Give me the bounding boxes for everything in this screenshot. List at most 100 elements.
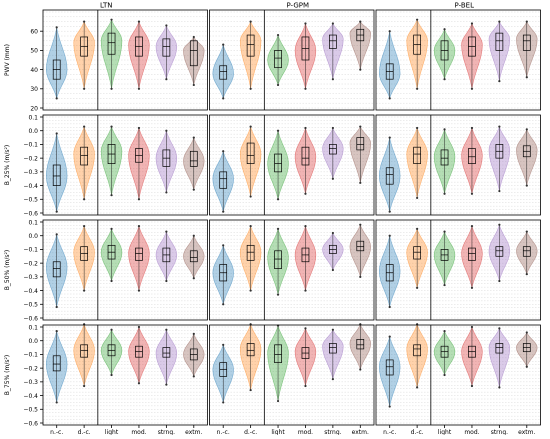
violin-min-point [137,289,141,292]
violin-iqr-box [219,171,228,189]
x-tick-label: strng. [158,429,175,435]
violin-iqr-box [329,343,337,354]
y-tick-label: 0.0 [28,338,38,345]
violin-max-point [110,328,113,331]
violin-min-point [416,87,419,90]
violin-min-point [470,286,474,289]
x-tick-label: mod. [298,429,313,435]
violin-min-point [222,303,225,306]
violin-iqr-box [246,244,255,261]
panel-frame [375,114,541,216]
violin-iqr-box [356,338,365,350]
violin-max-point [249,20,252,23]
violin-iqr-box [274,153,282,173]
y-tick-label: −0.6 [23,210,38,217]
violin-min-point [443,283,446,287]
violin-min-point [470,87,474,90]
violin-max-point [388,30,391,33]
violin-min-point [110,373,113,377]
violin-min-point [55,401,58,404]
violin-min-point [276,83,280,87]
violin-max-point [110,227,113,230]
violin-min-point [192,277,195,280]
violin-max-point [83,20,86,23]
y-axis-title: B_75% (m/s²) [4,355,11,395]
violin-min-point [304,87,307,90]
y-tick-label: 0.1 [28,219,38,226]
violin-iqr-box [385,167,394,185]
y-tick-label: −0.5 [23,197,38,204]
violin-min-point [388,97,391,100]
y-tick-label: −0.1 [23,352,38,359]
violin-iqr-box [468,247,476,261]
panel-frame [375,219,541,321]
violin-min-point [525,273,528,276]
violin-min-point [443,78,446,81]
violin-max-point [359,223,362,226]
violin-max-point [137,126,141,130]
x-tick-label: d.-c. [78,429,91,435]
y-axis-title: B_25% (m/s²) [4,145,11,185]
y-tick-label: 60 [30,29,38,36]
violin-min-point [470,192,474,195]
violin-iqr-box [80,344,88,358]
violin-max-point [304,225,307,228]
violin-min-point [331,378,334,381]
violin-max-point [388,335,391,338]
violin-max-point [55,233,58,236]
violin-iqr-box [329,144,337,155]
panel-frame [42,219,208,321]
violin-min-point [249,87,252,90]
violin-iqr-box [189,250,198,263]
violin-min-point [165,383,168,386]
violin-iqr-box [495,343,504,354]
violin-iqr-box [385,359,394,376]
panel-frame [209,324,375,426]
y-tick-label: −0.3 [23,379,38,386]
violin-iqr-box [246,34,255,57]
violin-min-point [83,384,86,388]
violin-max-point [222,244,225,247]
violin-iqr-box [522,246,531,257]
y-tick-label: 40 [30,67,38,74]
violin-min-point [331,177,334,180]
y-tick-label: −0.3 [23,169,38,176]
violin-iqr-box [440,149,449,166]
violin-max-point [165,328,168,331]
violin-min-point [443,373,446,377]
violin-max-point [388,234,391,237]
violin-max-point [110,18,113,21]
violin-min-point [165,279,168,283]
violin-max-point [470,126,474,130]
violin-max-point [55,26,58,29]
violin-iqr-box [52,164,61,186]
x-tick-label: mod. [464,429,479,435]
column-title: LTN [100,2,112,10]
x-tick-label: extm. [352,429,369,435]
x-tick-label: light [438,429,452,435]
violin-iqr-box [246,343,255,357]
x-tick-label: n.-c. [217,429,230,435]
y-tick-label: 50 [30,48,38,55]
violin-min-point [222,401,225,404]
y-tick-label: −0.1 [23,142,38,149]
violin-max-point [359,125,362,128]
x-tick-label: d.-c. [411,429,424,435]
violin-min-point [498,386,501,389]
x-tick-label: d.-c. [244,429,257,435]
violin-min-point [137,382,141,385]
panel-frame [42,114,208,216]
violin-max-point [192,35,195,39]
violin-min-point [55,97,58,100]
x-tick-label: strng. [324,429,341,435]
x-tick-label: light [105,429,119,435]
violin-iqr-box [274,250,282,269]
violin-min-point [137,87,141,90]
violin-iqr-box [356,137,365,151]
violin-min-point [304,289,307,292]
violin-max-point [83,125,86,128]
violin-min-point [359,275,362,278]
violin-min-point [304,384,307,388]
violin-max-point [276,33,280,37]
violin-iqr-box [495,32,504,51]
